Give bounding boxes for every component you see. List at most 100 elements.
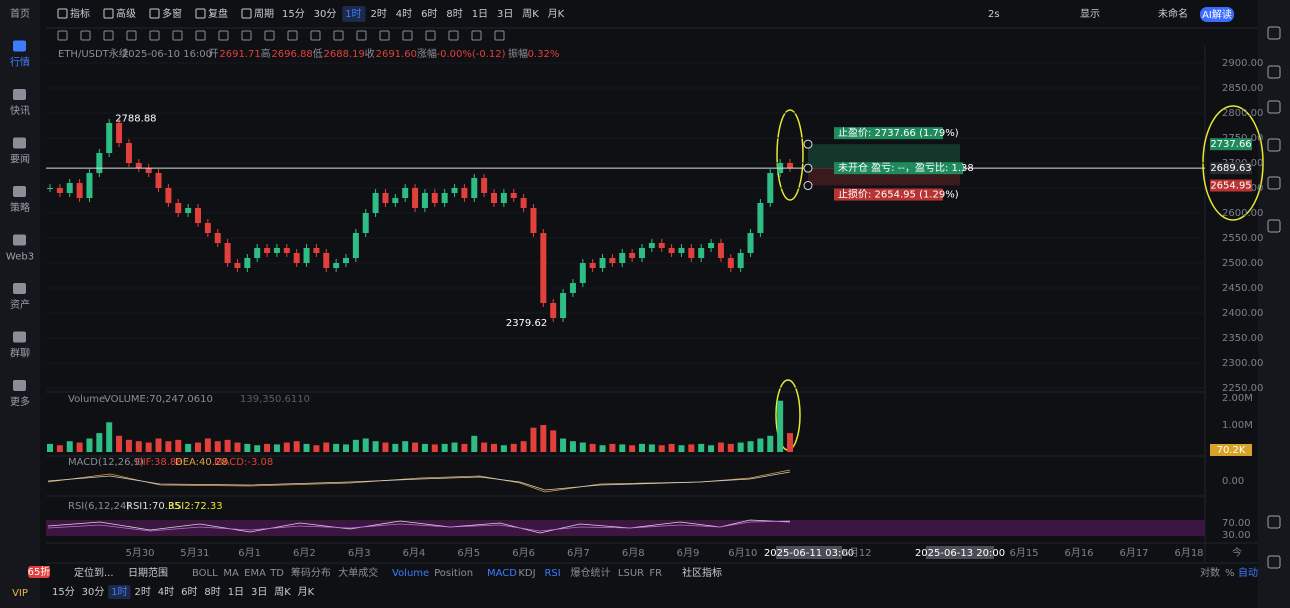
period[interactable]: 30分 bbox=[82, 586, 105, 598]
draw-tool[interactable] bbox=[57, 30, 68, 41]
overlay[interactable]: BOLL bbox=[192, 568, 218, 579]
overlay[interactable]: MA bbox=[223, 568, 239, 579]
date-range[interactable]: 日期范围 bbox=[128, 566, 168, 579]
indicator[interactable]: LSUR bbox=[618, 568, 644, 579]
draw-tool[interactable] bbox=[80, 30, 91, 41]
period[interactable]: 周K bbox=[274, 586, 291, 598]
period[interactable]: 8时 bbox=[204, 586, 220, 598]
indicator[interactable]: KDJ bbox=[518, 568, 535, 579]
draw-tool[interactable] bbox=[172, 30, 183, 41]
period[interactable]: 8时 bbox=[446, 8, 462, 20]
bottom-right[interactable]: % bbox=[1225, 568, 1235, 579]
indicator[interactable]: 爆仓统计 bbox=[571, 566, 611, 579]
period[interactable]: 1日 bbox=[472, 9, 488, 20]
tool[interactable]: 多窗 bbox=[162, 7, 182, 20]
indicator[interactable]: RSI bbox=[544, 568, 560, 579]
period[interactable]: 月K bbox=[548, 8, 565, 20]
toolbar-right[interactable]: 2s bbox=[988, 9, 1000, 20]
sidebar-item[interactable]: 群聊 bbox=[10, 347, 30, 360]
right-icon[interactable] bbox=[1267, 555, 1281, 569]
draw-tool[interactable] bbox=[126, 30, 137, 41]
sidebar-item[interactable]: 策略 bbox=[10, 201, 30, 214]
draw-tool[interactable] bbox=[425, 30, 436, 41]
draw-tool[interactable] bbox=[149, 30, 160, 41]
candle bbox=[708, 243, 715, 248]
tool[interactable]: 高级 bbox=[116, 7, 136, 20]
period[interactable]: 2时 bbox=[135, 586, 151, 598]
toolbar-right[interactable]: 未命名 bbox=[1158, 7, 1188, 20]
indicator[interactable]: Position bbox=[434, 568, 473, 579]
period[interactable]: 15分 bbox=[282, 8, 305, 20]
period[interactable]: 4时 bbox=[158, 586, 174, 598]
community[interactable]: 社区指标 bbox=[682, 566, 722, 579]
period[interactable]: 周K bbox=[522, 8, 539, 20]
period[interactable]: 1日 bbox=[228, 587, 244, 598]
right-icon[interactable] bbox=[1267, 138, 1281, 152]
ai-button[interactable]: AI解读 bbox=[1202, 8, 1232, 21]
pane-title: Volume bbox=[68, 394, 105, 405]
draw-tool[interactable] bbox=[402, 30, 413, 41]
sidebar-item[interactable]: 快讯 bbox=[10, 105, 30, 117]
draw-tool[interactable] bbox=[471, 30, 482, 41]
draw-tool[interactable] bbox=[356, 30, 367, 41]
period[interactable]: 3日 bbox=[251, 587, 267, 598]
draw-tool[interactable] bbox=[241, 30, 252, 41]
volume-bar bbox=[560, 438, 567, 452]
draw-tool[interactable] bbox=[379, 30, 390, 41]
right-icon[interactable] bbox=[1267, 100, 1281, 114]
draw-tool[interactable] bbox=[333, 30, 344, 41]
order-handle[interactable] bbox=[803, 163, 813, 173]
order-label: 未开仓 盈亏: --，盈亏比: 1.38 bbox=[838, 161, 974, 174]
right-icon[interactable] bbox=[1267, 176, 1281, 190]
volume-bar bbox=[639, 443, 645, 452]
indicator[interactable]: Volume bbox=[392, 568, 429, 579]
tool[interactable]: 复盘 bbox=[208, 7, 228, 20]
overlay[interactable]: TD bbox=[269, 568, 284, 579]
indicator[interactable]: FR bbox=[649, 568, 662, 579]
order-handle[interactable] bbox=[803, 139, 813, 149]
y-tick-label: 2850.00 bbox=[1222, 83, 1263, 94]
right-icon[interactable] bbox=[1267, 26, 1281, 40]
period[interactable]: 30分 bbox=[314, 8, 337, 20]
period[interactable]: 6时 bbox=[421, 8, 437, 20]
period[interactable]: 15分 bbox=[52, 586, 75, 598]
period[interactable]: 1时 bbox=[111, 586, 127, 598]
overlay[interactable]: EMA bbox=[244, 568, 266, 579]
right-icon[interactable] bbox=[1267, 219, 1281, 233]
overlay[interactable]: 大单成交 bbox=[338, 566, 378, 579]
right-icon[interactable] bbox=[1267, 515, 1281, 529]
sidebar-item[interactable]: 更多 bbox=[10, 395, 30, 408]
volume-bar bbox=[757, 438, 764, 452]
draw-tool[interactable] bbox=[448, 30, 459, 41]
vip[interactable]: VIP bbox=[12, 588, 28, 599]
overlay[interactable]: 筹码分布 bbox=[291, 566, 331, 579]
bottom-right[interactable]: 自动 bbox=[1238, 566, 1258, 579]
draw-tool[interactable] bbox=[494, 30, 505, 41]
sidebar-item[interactable]: 要闻 bbox=[10, 153, 30, 166]
period[interactable]: 3日 bbox=[497, 9, 513, 20]
toolbar-right[interactable]: 显示 bbox=[1080, 8, 1100, 20]
right-icon[interactable] bbox=[1267, 65, 1281, 79]
draw-tool[interactable] bbox=[264, 30, 275, 41]
sidebar-item[interactable]: Web3 bbox=[6, 252, 34, 263]
bottom-right[interactable]: 对数 bbox=[1200, 566, 1220, 579]
sidebar-item[interactable]: 资产 bbox=[10, 298, 30, 311]
draw-tool[interactable] bbox=[103, 30, 114, 41]
period[interactable]: 6时 bbox=[181, 586, 197, 598]
tool[interactable]: 指标 bbox=[70, 7, 90, 20]
period[interactable]: 2时 bbox=[371, 8, 387, 20]
draw-tool[interactable] bbox=[218, 30, 229, 41]
locate[interactable]: 定位到... bbox=[74, 566, 114, 579]
order-handle[interactable] bbox=[803, 181, 813, 191]
period[interactable]: 月K bbox=[298, 586, 315, 598]
draw-tool[interactable] bbox=[287, 30, 298, 41]
period[interactable]: 1时 bbox=[345, 8, 361, 20]
tool[interactable]: 周期 bbox=[254, 8, 274, 20]
draw-tool[interactable] bbox=[310, 30, 321, 41]
sidebar-item[interactable]: 首页 bbox=[10, 7, 30, 20]
period[interactable]: 4时 bbox=[396, 8, 412, 20]
sidebar-item[interactable]: 行情 bbox=[10, 56, 30, 69]
indicator[interactable]: MACD bbox=[487, 568, 517, 579]
draw-tool[interactable] bbox=[195, 30, 206, 41]
y-tick-label: 2450.00 bbox=[1222, 283, 1263, 294]
